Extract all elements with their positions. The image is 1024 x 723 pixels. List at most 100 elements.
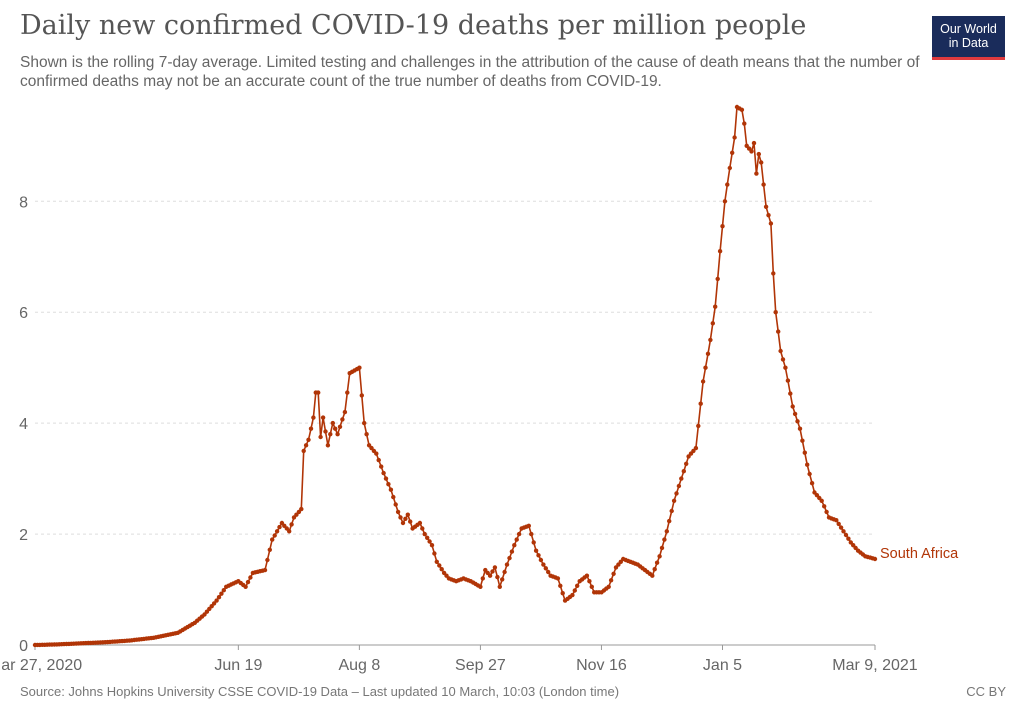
data-point[interactable] (303, 443, 309, 448)
data-point[interactable] (429, 543, 435, 548)
data-point[interactable] (766, 213, 771, 218)
data-point[interactable] (403, 516, 408, 521)
data-point[interactable] (703, 365, 708, 370)
series-line[interactable] (34, 106, 876, 646)
data-point[interactable] (674, 491, 679, 496)
data-point[interactable] (572, 588, 577, 593)
data-point[interactable] (872, 556, 878, 562)
data-point[interactable] (439, 567, 444, 572)
data-point[interactable] (500, 577, 505, 582)
data-point[interactable] (546, 569, 551, 575)
data-point[interactable] (533, 548, 539, 553)
data-point[interactable] (802, 450, 807, 455)
data-point[interactable] (710, 321, 715, 326)
data-point[interactable] (211, 601, 217, 606)
data-point[interactable] (846, 536, 851, 541)
data-point[interactable] (425, 535, 430, 540)
source-note[interactable]: Source: Johns Hopkins University CSSE CO… (20, 684, 620, 699)
data-point[interactable] (667, 518, 672, 524)
data-point[interactable] (516, 531, 522, 537)
data-point[interactable] (531, 540, 536, 545)
data-point[interactable] (669, 508, 674, 514)
data-point[interactable] (277, 524, 282, 530)
data-point[interactable] (713, 304, 718, 309)
series-label-south-africa[interactable]: South Africa (880, 546, 959, 562)
data-point[interactable] (214, 598, 219, 603)
data-point[interactable] (654, 560, 660, 565)
data-point[interactable] (761, 182, 766, 187)
data-point[interactable] (763, 204, 769, 209)
owid-logo[interactable]: Our World in Data (932, 16, 1005, 60)
data-point[interactable] (391, 494, 396, 500)
data-point[interactable] (853, 545, 858, 551)
data-point[interactable] (679, 476, 684, 481)
data-point[interactable] (730, 150, 735, 155)
data-point[interactable] (560, 591, 565, 596)
data-point[interactable] (393, 502, 398, 507)
data-point[interactable] (502, 569, 507, 575)
data-point[interactable] (325, 443, 331, 448)
data-point[interactable] (749, 149, 754, 154)
data-point[interactable] (805, 462, 810, 467)
data-point[interactable] (756, 151, 761, 157)
data-point[interactable] (575, 583, 580, 588)
data-point[interactable] (408, 519, 413, 524)
data-point[interactable] (587, 579, 592, 584)
data-point[interactable] (768, 221, 774, 226)
data-point[interactable] (318, 434, 323, 440)
data-point[interactable] (504, 562, 510, 567)
data-point[interactable] (364, 432, 369, 437)
data-point[interactable] (270, 537, 275, 542)
data-point[interactable] (274, 529, 280, 534)
data-point[interactable] (659, 545, 665, 551)
data-point[interactable] (676, 483, 682, 489)
data-point[interactable] (543, 566, 548, 571)
data-point[interactable] (221, 588, 226, 593)
data-point[interactable] (289, 522, 294, 527)
data-point[interactable] (272, 533, 277, 538)
data-point[interactable] (287, 529, 292, 534)
data-point[interactable] (248, 575, 253, 580)
data-point[interactable] (538, 557, 544, 563)
data-point[interactable] (345, 390, 350, 395)
data-point[interactable] (778, 348, 783, 354)
data-point[interactable] (420, 526, 425, 531)
series-layer[interactable]: South Africa (32, 104, 959, 648)
data-point[interactable] (671, 498, 677, 503)
data-point[interactable] (432, 551, 437, 556)
data-point[interactable] (727, 165, 732, 171)
data-point[interactable] (492, 565, 498, 570)
data-point[interactable] (751, 140, 757, 146)
data-point[interactable] (780, 357, 786, 362)
data-point[interactable] (708, 337, 713, 343)
data-point[interactable] (800, 438, 805, 443)
data-point[interactable] (541, 562, 546, 567)
data-point[interactable] (405, 512, 410, 517)
data-point[interactable] (323, 429, 328, 434)
data-point[interactable] (652, 567, 657, 572)
data-point[interactable] (608, 578, 614, 583)
data-point[interactable] (792, 411, 798, 417)
data-point[interactable] (422, 531, 427, 537)
data-point[interactable] (691, 448, 696, 454)
data-point[interactable] (381, 470, 386, 476)
data-point[interactable] (400, 520, 406, 526)
data-point[interactable] (245, 579, 251, 585)
data-point[interactable] (838, 525, 844, 530)
data-point[interactable] (265, 557, 270, 563)
data-point[interactable] (497, 584, 502, 589)
data-point[interactable] (386, 482, 391, 487)
data-point[interactable] (427, 539, 432, 544)
data-point[interactable] (843, 532, 849, 538)
data-point[interactable] (700, 379, 706, 384)
data-point[interactable] (383, 476, 389, 481)
data-point[interactable] (589, 584, 594, 589)
data-point[interactable] (696, 423, 701, 429)
data-point[interactable] (705, 351, 711, 356)
data-point[interactable] (662, 537, 667, 542)
data-point[interactable] (771, 271, 776, 276)
data-point[interactable] (316, 390, 321, 395)
data-point[interactable] (308, 426, 314, 431)
data-point[interactable] (836, 521, 841, 527)
data-point[interactable] (216, 595, 222, 600)
